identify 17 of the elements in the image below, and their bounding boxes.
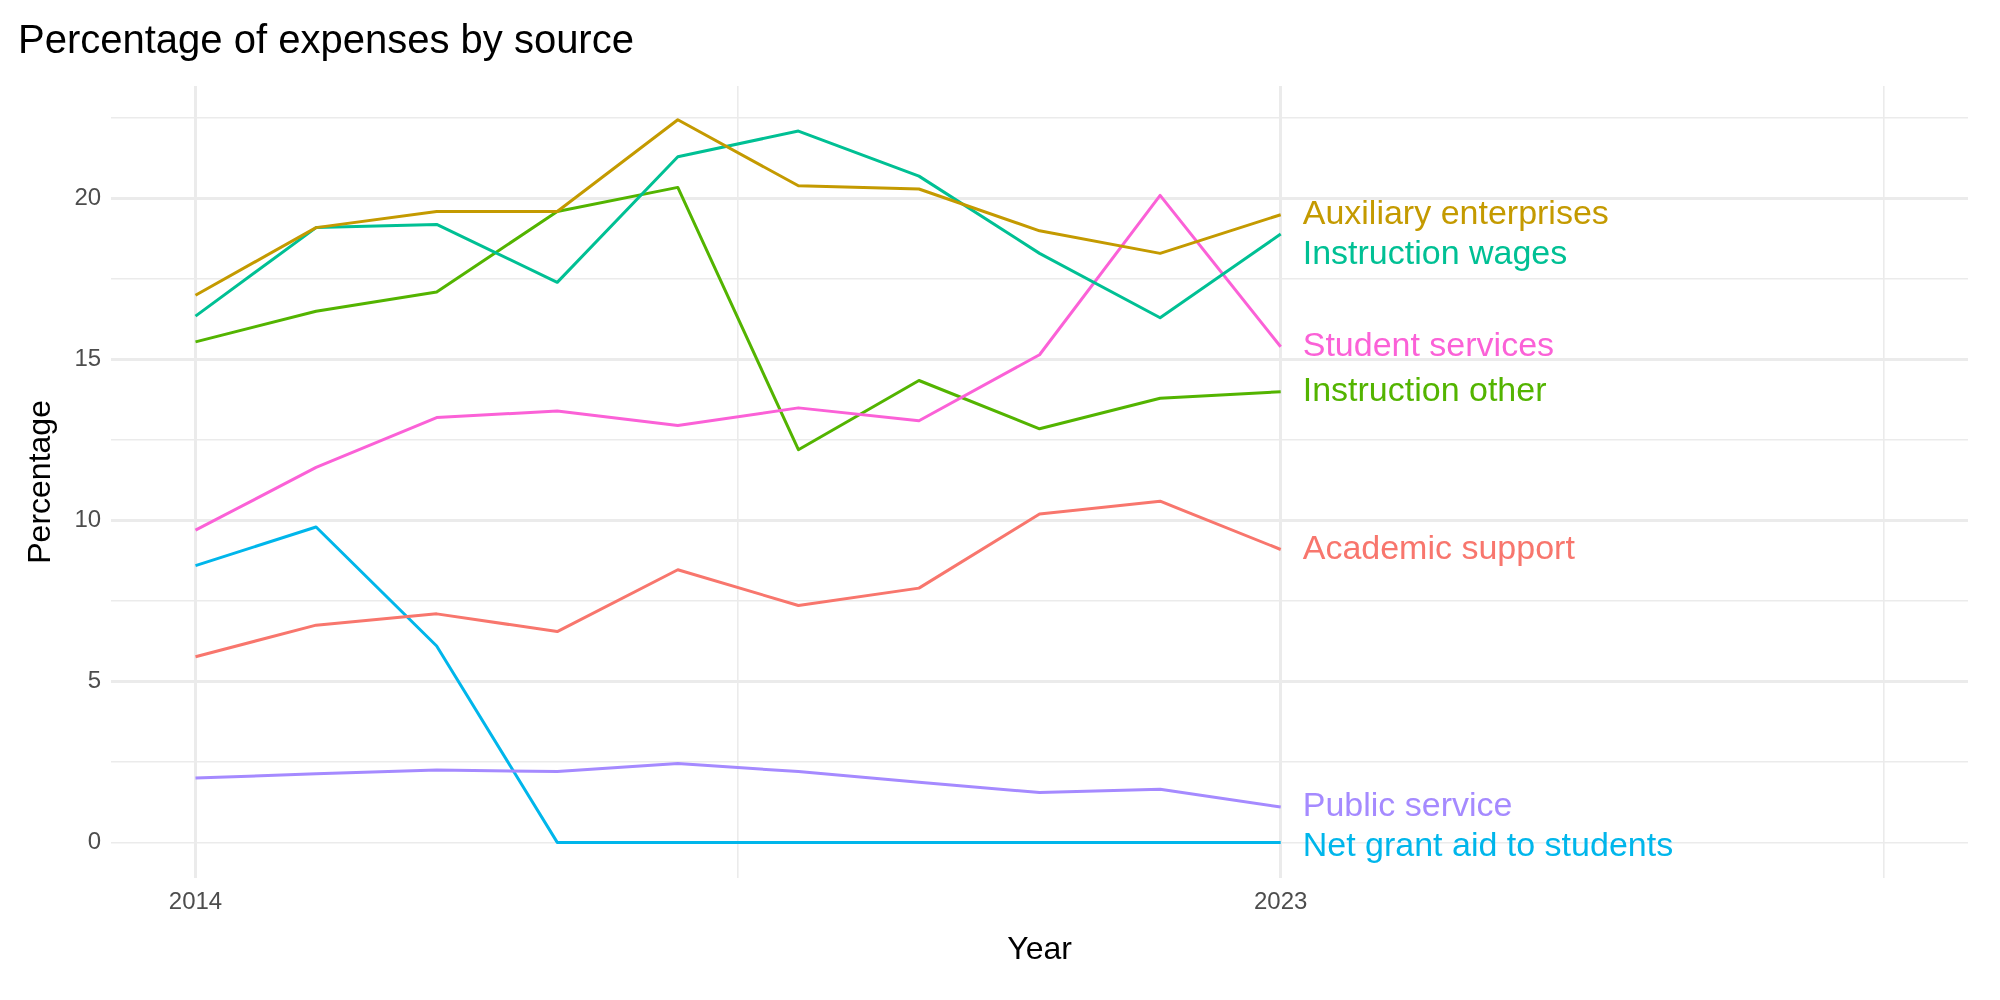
series-label: Instruction wages bbox=[1302, 233, 1568, 272]
x-tick-label: 2014 bbox=[168, 886, 223, 914]
y-tick-label: 5 bbox=[87, 666, 102, 694]
x-tick-label: 2023 bbox=[1254, 886, 1308, 914]
y-tick-label: 0 bbox=[87, 827, 102, 855]
series-label: Instruction other bbox=[1302, 370, 1547, 409]
series-label: Net grant aid to students bbox=[1302, 825, 1674, 864]
series-label: Student services bbox=[1302, 325, 1555, 364]
series-label: Public service bbox=[1302, 785, 1513, 824]
y-tick-label: 20 bbox=[74, 183, 102, 211]
series-label: Auxiliary enterprises bbox=[1302, 193, 1609, 232]
chart-title: Percentage of expenses by source bbox=[18, 17, 634, 62]
y-tick-label: 10 bbox=[74, 505, 102, 533]
y-tick-label: 15 bbox=[74, 344, 102, 372]
x-axis-title: Year bbox=[1007, 929, 1073, 966]
y-axis-title: Percentage bbox=[21, 400, 58, 564]
series-label: Academic support bbox=[1302, 527, 1576, 566]
